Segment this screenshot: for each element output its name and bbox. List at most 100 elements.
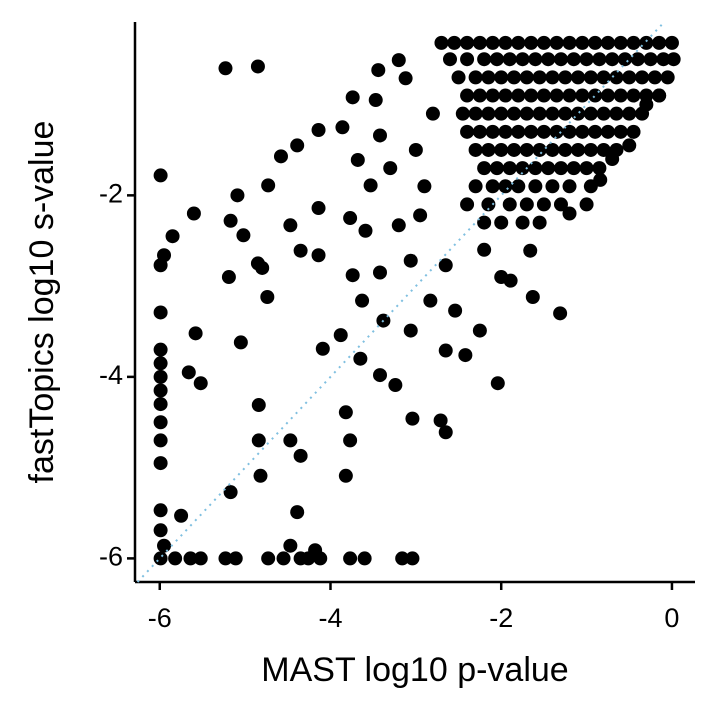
point: [562, 35, 577, 50]
point: [423, 293, 438, 308]
point: [494, 215, 509, 230]
point: [438, 425, 453, 440]
point: [413, 208, 428, 223]
point: [371, 63, 386, 78]
point: [490, 376, 505, 391]
point: [562, 88, 577, 103]
point: [600, 88, 615, 103]
point: [562, 179, 577, 194]
point: [443, 52, 457, 67]
point: [460, 124, 475, 139]
point: [468, 179, 483, 194]
point: [255, 260, 270, 275]
point: [391, 218, 406, 233]
point: [153, 456, 168, 471]
point: [311, 248, 326, 263]
point: [622, 106, 637, 121]
point: [460, 88, 475, 103]
x-tick-label: -4: [318, 603, 342, 633]
point: [515, 161, 530, 176]
point: [485, 124, 500, 139]
point: [218, 61, 233, 76]
x-tick-label: -2: [489, 603, 513, 633]
point: [549, 35, 564, 50]
point: [283, 433, 298, 448]
point: [485, 88, 500, 103]
point: [468, 142, 483, 157]
point: [345, 268, 360, 283]
point: [468, 106, 483, 121]
point: [498, 88, 513, 103]
point: [498, 179, 513, 194]
point: [477, 161, 492, 176]
point: [588, 35, 603, 50]
point: [355, 293, 370, 308]
point: [536, 197, 551, 212]
point: [618, 52, 632, 67]
point: [438, 258, 453, 273]
point: [448, 303, 463, 318]
point: [451, 70, 466, 85]
point: [165, 229, 180, 244]
point: [583, 70, 598, 85]
point: [398, 71, 413, 86]
point: [251, 398, 266, 413]
point: [524, 124, 539, 139]
y-tick-label: -4: [99, 360, 123, 390]
point: [293, 448, 308, 463]
point: [571, 142, 586, 157]
point: [545, 179, 560, 194]
point: [485, 35, 500, 50]
point: [622, 138, 637, 153]
point: [193, 551, 208, 566]
point: [383, 161, 398, 176]
point: [553, 306, 568, 321]
point: [562, 124, 577, 139]
point: [153, 168, 168, 183]
point: [528, 179, 543, 194]
point: [283, 538, 298, 553]
point: [315, 341, 330, 356]
reference-line: [136, 21, 665, 583]
point: [511, 179, 526, 194]
point: [575, 124, 590, 139]
point: [519, 142, 534, 157]
point: [575, 35, 590, 50]
point: [558, 142, 573, 157]
point: [626, 35, 641, 50]
point: [498, 35, 513, 50]
point: [460, 197, 475, 212]
point: [511, 124, 526, 139]
point: [458, 348, 473, 363]
point: [260, 290, 275, 305]
point: [333, 328, 348, 343]
point: [223, 213, 238, 228]
point: [592, 52, 607, 67]
point: [579, 197, 594, 212]
point: [664, 35, 679, 50]
point: [502, 197, 517, 212]
point: [358, 223, 373, 238]
point: [583, 106, 598, 121]
point: [311, 201, 326, 216]
point: [652, 35, 667, 50]
point: [153, 433, 168, 448]
point: [532, 106, 547, 121]
point: [553, 52, 568, 67]
point: [489, 161, 504, 176]
point: [549, 124, 564, 139]
point: [489, 52, 504, 67]
point: [153, 503, 168, 518]
point: [233, 335, 248, 350]
point: [481, 106, 496, 121]
point: [562, 206, 577, 221]
y-tick-label: -2: [99, 178, 123, 208]
point: [183, 551, 198, 566]
point: [596, 70, 611, 85]
point: [613, 88, 628, 103]
point: [472, 323, 487, 338]
point: [481, 142, 496, 157]
point: [498, 124, 513, 139]
point: [494, 106, 509, 121]
